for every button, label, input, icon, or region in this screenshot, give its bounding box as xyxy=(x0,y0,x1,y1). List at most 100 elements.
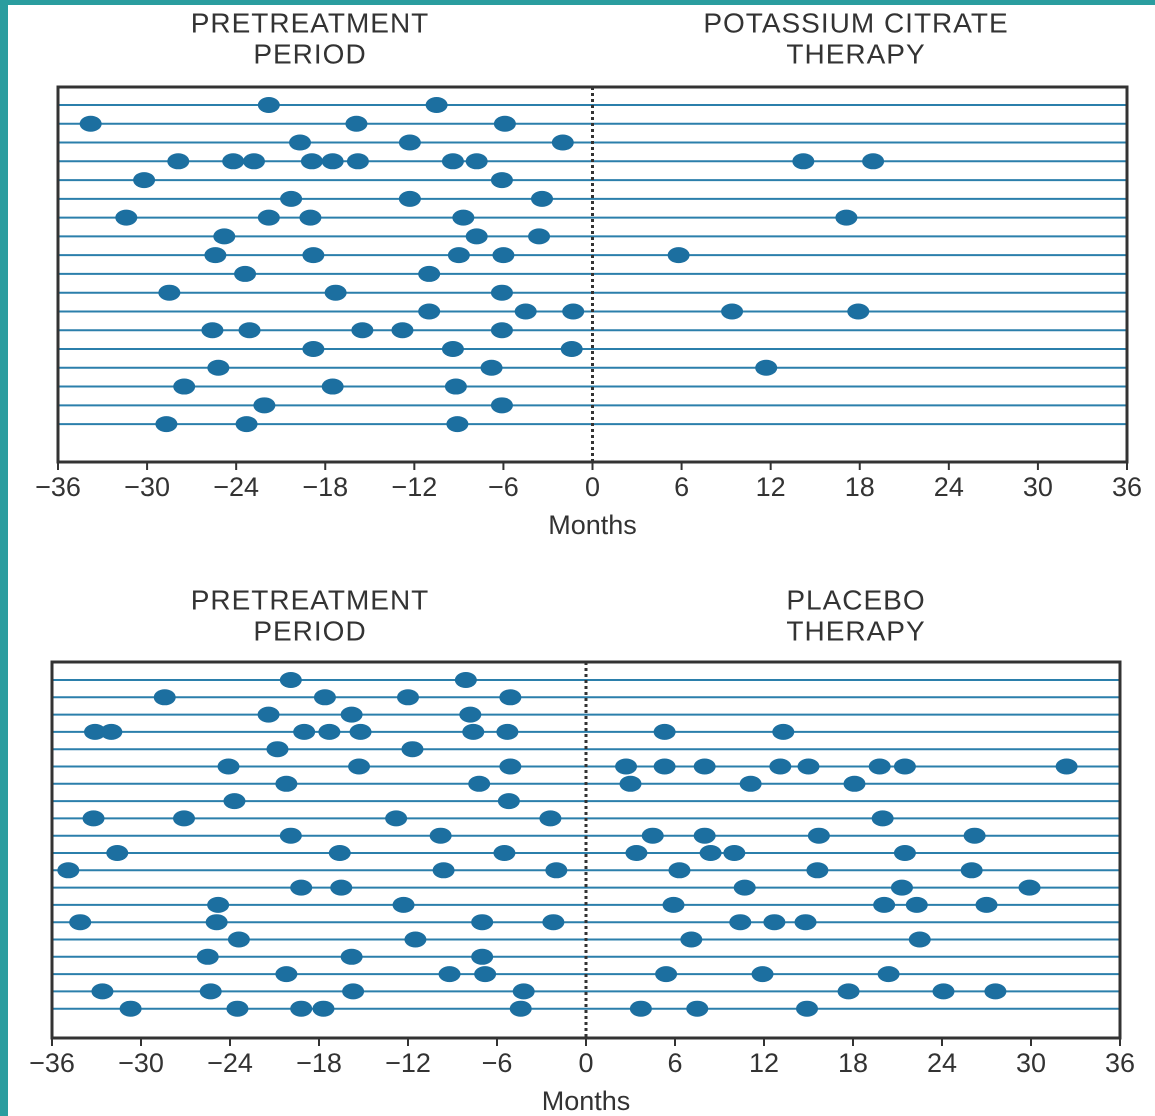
event-dot xyxy=(792,153,815,170)
event-dot xyxy=(313,689,336,706)
event-dot xyxy=(223,793,246,810)
event-dot xyxy=(667,247,690,264)
background xyxy=(8,5,1155,1116)
event-dot xyxy=(441,341,464,358)
event-dot xyxy=(302,247,325,264)
event-dot xyxy=(279,672,302,688)
event-dot xyxy=(158,284,181,301)
x-tick-label: −24 xyxy=(207,1048,253,1078)
event-dot xyxy=(213,228,236,245)
event-dot xyxy=(975,896,998,913)
event-dot xyxy=(699,845,722,861)
event-dot xyxy=(201,322,224,339)
event-dot xyxy=(963,827,986,844)
event-dot xyxy=(542,914,565,931)
event-dot xyxy=(342,983,365,1000)
event-dot xyxy=(806,862,829,879)
left-title: PRETREATMENT xyxy=(191,584,430,615)
left-title: PERIOD xyxy=(253,615,366,646)
event-dot xyxy=(280,190,303,207)
x-tick-label: −24 xyxy=(213,472,259,502)
event-dot xyxy=(290,1000,313,1017)
x-tick-label: 30 xyxy=(1016,1048,1046,1078)
event-dot xyxy=(693,827,716,844)
event-dot xyxy=(769,758,792,775)
event-dot xyxy=(871,810,894,827)
event-dot xyxy=(619,775,642,792)
event-dot xyxy=(398,190,421,207)
event-dot xyxy=(847,303,870,320)
event-dot xyxy=(321,153,344,170)
event-dot xyxy=(893,845,916,861)
event-dot xyxy=(257,209,280,226)
x-tick-label: 12 xyxy=(756,472,786,502)
event-dot xyxy=(960,862,983,879)
event-dot xyxy=(471,914,494,931)
x-tick-label: 18 xyxy=(845,472,875,502)
event-dot xyxy=(418,303,441,320)
event-dot xyxy=(91,983,114,1000)
x-tick-label: −12 xyxy=(391,472,437,502)
event-dot xyxy=(447,247,470,264)
event-dot xyxy=(82,810,105,827)
event-dot xyxy=(234,265,257,282)
event-dot xyxy=(459,706,482,723)
x-tick-label: −30 xyxy=(118,1048,164,1078)
event-dot xyxy=(106,845,129,861)
x-tick-label: −36 xyxy=(35,472,81,502)
event-dot xyxy=(69,914,92,931)
x-tick-label: 12 xyxy=(749,1048,779,1078)
event-dot xyxy=(490,284,513,301)
event-dot xyxy=(509,1000,532,1017)
event-dot xyxy=(653,758,676,775)
event-dot xyxy=(257,706,280,723)
event-dot xyxy=(340,948,363,965)
event-dot xyxy=(242,153,265,170)
event-dot xyxy=(324,284,347,301)
event-dot xyxy=(253,397,276,414)
left-title: PERIOD xyxy=(253,38,366,69)
event-dot xyxy=(490,397,513,414)
left-title: PRETREATMENT xyxy=(191,7,430,38)
event-dot xyxy=(560,341,583,358)
event-dot xyxy=(173,378,196,395)
event-dot xyxy=(807,827,830,844)
event-dot xyxy=(641,827,664,844)
event-dot xyxy=(351,322,374,339)
event-dot xyxy=(496,723,519,740)
event-dot xyxy=(275,966,298,983)
event-dot xyxy=(275,775,298,792)
event-dot xyxy=(873,896,896,913)
event-dot xyxy=(493,845,516,861)
event-dot xyxy=(299,209,322,226)
event-dot xyxy=(492,247,515,264)
event-dot xyxy=(321,378,344,395)
event-dot xyxy=(551,134,574,151)
event-dot xyxy=(893,758,916,775)
event-dot xyxy=(404,931,427,948)
event-dot xyxy=(119,1000,142,1017)
event-dot xyxy=(655,966,678,983)
event-dot xyxy=(115,209,138,226)
event-dot xyxy=(398,134,421,151)
event-dot xyxy=(680,931,703,948)
event-dot xyxy=(84,723,107,740)
event-dot xyxy=(545,862,568,879)
event-dot xyxy=(653,723,676,740)
event-dot xyxy=(471,948,494,965)
x-tick-label: −18 xyxy=(302,472,348,502)
event-dot xyxy=(207,359,230,376)
event-dot xyxy=(155,416,178,433)
event-dot xyxy=(512,983,535,1000)
event-dot xyxy=(133,172,156,189)
event-dot xyxy=(462,723,485,740)
event-dot xyxy=(446,416,469,433)
event-dot xyxy=(763,914,786,931)
event-dot xyxy=(418,265,441,282)
event-dot xyxy=(348,758,371,775)
event-dot xyxy=(328,845,351,861)
event-dot xyxy=(204,247,227,264)
event-dot xyxy=(721,303,744,320)
x-tick-label: 6 xyxy=(667,1048,682,1078)
